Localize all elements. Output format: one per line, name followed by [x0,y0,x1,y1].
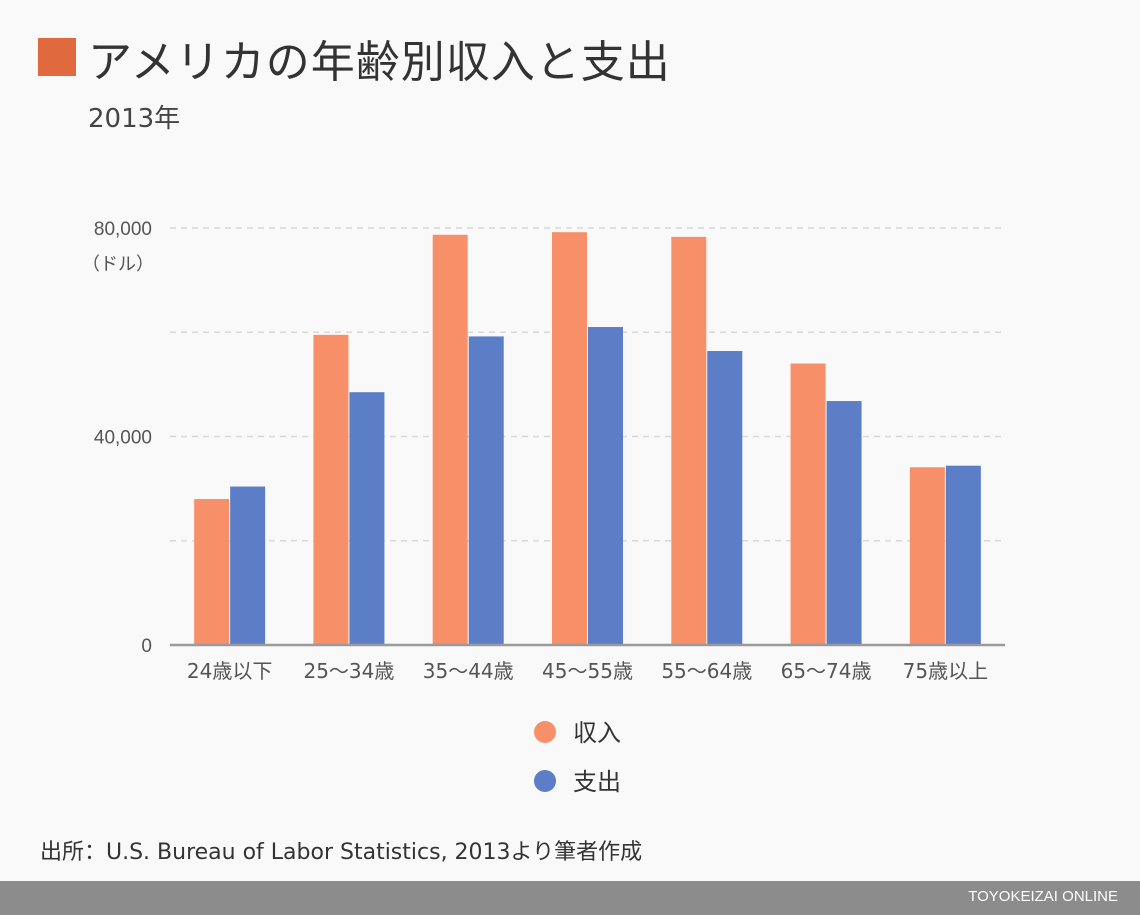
y-tick-label: 80,000 [94,219,152,240]
legend-marker [534,721,556,743]
bar-expense [230,486,266,645]
legend-marker [534,770,556,792]
bar-income [552,232,587,646]
footer-bar: TOYOKEIZAI ONLINE [0,881,1140,915]
legend-label: 収入 [573,719,621,747]
source-note: 出所：U.S. Bureau of Labor Statistics, 2013… [40,840,643,865]
chart-title: アメリカの年齢別収入と支出 [88,37,671,88]
y-tick-label: 40,000 [94,428,152,449]
bar-income [194,499,230,645]
y-unit-label: （ドル） [82,254,154,275]
bar-expense [588,327,623,645]
bar-income [432,234,468,645]
x-tick-label: 55〜64歳 [661,659,752,683]
bar-income [671,236,707,645]
x-tick-label: 45〜55歳 [542,659,633,683]
x-tick-label: 35〜44歳 [423,659,514,683]
bar-expense [707,351,743,645]
bar-income [909,467,945,645]
bar-income [790,363,826,645]
bar-expense [945,465,981,645]
x-tick-label: 65〜74歳 [781,659,872,683]
bar-expense [826,401,862,645]
chart-subtitle: 2013年 [88,104,181,134]
x-tick-label: 75歳以上 [903,659,988,683]
bar-income [313,334,349,645]
title-accent-square [38,38,76,76]
x-tick-label: 24歳以下 [187,659,272,683]
x-tick-label: 25〜34歳 [303,659,394,683]
bar-chart: 0 40,000 80,000 （ドル） 24歳以下 25〜34歳 35〜44歳 45〜55歳… [82,219,1005,796]
legend-label: 支出 [573,768,621,796]
bar-expense [468,336,504,645]
publisher-brand: TOYOKEIZAI ONLINE [968,888,1118,905]
bar-expense [349,392,385,645]
y-tick-label: 0 [141,636,152,657]
